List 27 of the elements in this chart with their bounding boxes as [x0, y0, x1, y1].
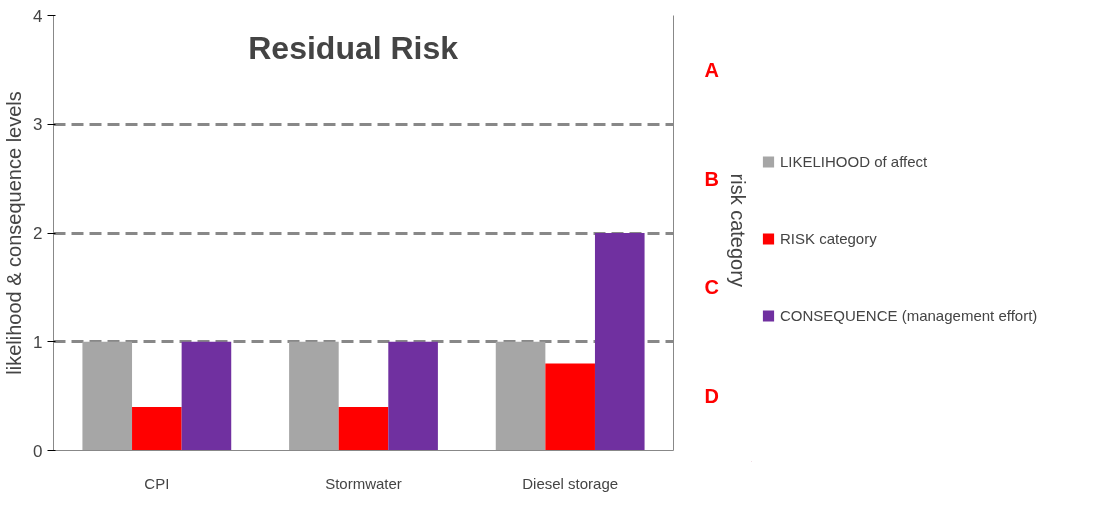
- bar: [181, 341, 232, 451]
- legend-label: CONSEQUENCE (management effort): [780, 306, 1038, 324]
- x-tick-label: Diesel storage: [522, 474, 619, 492]
- bar: [495, 341, 546, 451]
- bar: [82, 341, 133, 451]
- bar: [388, 341, 438, 451]
- x-tick-label: Stormwater: [325, 474, 402, 492]
- bar: [545, 363, 595, 451]
- bar: [132, 407, 182, 451]
- y-tick-label: 0: [33, 441, 43, 461]
- x-tick-label: CPI: [144, 474, 170, 492]
- bar: [289, 341, 339, 451]
- y-tick-label: 3: [33, 115, 43, 135]
- category-label: A: [704, 58, 719, 81]
- y2-axis-title: risk category: [726, 173, 749, 287]
- legend-label: RISK category: [780, 229, 877, 247]
- y-tick-label: 1: [33, 332, 43, 352]
- y-tick-label: 4: [33, 6, 43, 26]
- category-label: B: [704, 167, 719, 190]
- legend-label: LIKELIHOOD of affect: [780, 152, 928, 170]
- bar: [594, 233, 645, 451]
- y-axis-title: likelihood & consequence levels: [3, 91, 26, 375]
- y-tick-label: 2: [33, 224, 43, 243]
- text: Residual Risk: [248, 30, 459, 67]
- category-label: C: [704, 276, 719, 299]
- category-label: D: [704, 385, 719, 408]
- bar: [338, 407, 389, 451]
